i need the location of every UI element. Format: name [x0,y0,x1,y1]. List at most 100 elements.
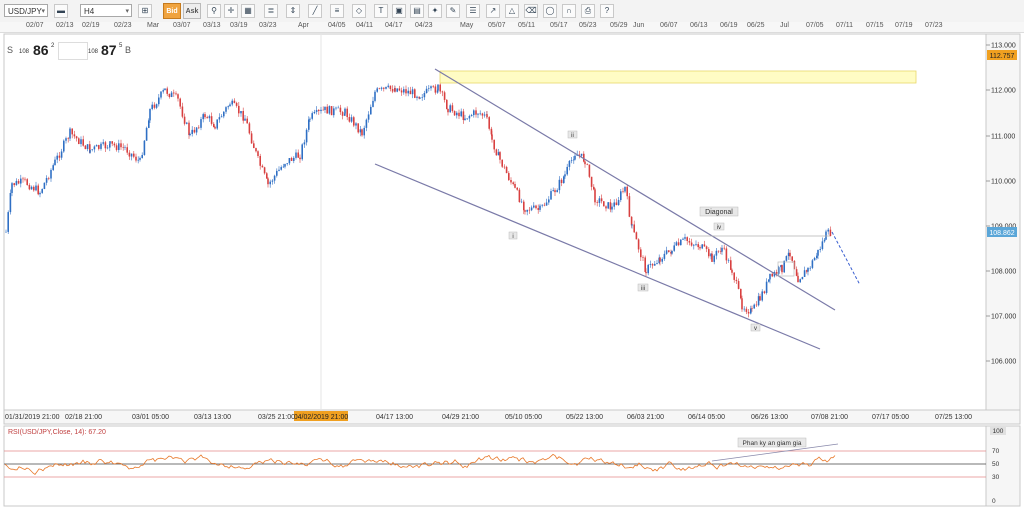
marker-box [777,261,795,277]
candle-body [223,111,225,117]
time-axis-labels: 01/31/2019 21:00 02/18 21:00 03/01 05:00 03… [5,414,972,421]
candle-body [22,178,24,180]
candle-body [100,143,102,149]
candle-body [747,311,750,314]
candle-body [86,144,89,150]
divergence-line[interactable] [711,443,839,462]
candle-body [164,88,166,91]
candle-body [743,308,745,310]
sell-big-figure[interactable]: 108 [19,49,30,55]
crosshair-icon[interactable]: ✛ [224,4,238,18]
camera-icon[interactable]: ▣ [392,4,406,18]
scale-icon[interactable]: ⇕ [286,4,300,18]
top-date-label: 02/07 [26,22,44,29]
candle-body [570,160,573,161]
candle-body [13,183,15,186]
resistance-zone[interactable] [439,70,917,84]
candle-body [725,248,728,261]
ellipse-icon[interactable]: ◯ [543,4,557,18]
candle-body [769,273,771,280]
buy-big-figure[interactable]: 108 [88,49,99,55]
candle-body [191,129,193,134]
alert-icon[interactable]: △ [505,4,519,18]
text-icon[interactable]: T [374,4,388,18]
symbol-select[interactable]: USD/JPY ▾ [4,4,48,17]
candle-body [451,105,454,112]
fib-icon[interactable]: ≡ [330,4,344,18]
candle-body [418,96,420,99]
candle-body [473,110,475,116]
candle-body [624,186,626,192]
draw-icon[interactable]: ✎ [446,4,460,18]
candle-body [688,241,691,243]
shape-icon[interactable]: ◇ [352,4,366,18]
candle-body [253,143,255,149]
grid-icon[interactable]: ▦ [241,4,255,18]
candle-body [179,98,181,107]
candle-body [613,202,615,207]
settings-icon[interactable]: ✦ [428,4,442,18]
arrow-icon[interactable]: ↗ [486,4,500,18]
bid-toggle[interactable]: Bid [163,3,181,19]
candle-body [437,84,439,91]
svg-text:iii: iii [641,286,645,292]
timeframe-value: H4 [84,7,95,16]
ask-toggle[interactable]: Ask [183,3,201,19]
candle-body [508,173,510,181]
candle-body [52,165,54,170]
chart-type-icon[interactable]: ▬ [54,4,68,18]
buy-pips[interactable]: 87 [101,42,117,58]
candle-body [421,97,423,98]
candle-body [214,127,216,129]
layers-icon[interactable]: ≣ [264,4,278,18]
indicator-icon[interactable]: ⊞ [138,4,152,18]
candle-body [721,247,723,252]
upper-channel-line[interactable] [434,68,836,311]
projection-line[interactable] [831,231,861,286]
candle-body [813,258,816,261]
time-axis-label: 05/22 13:00 [566,414,603,421]
top-date-label: 02/19 [82,22,100,29]
candle-body [91,149,93,150]
candle-body [468,116,471,119]
timeframe-select[interactable]: H4 ▾ [80,4,132,17]
candle-body [642,257,644,258]
sell-pips[interactable]: 86 [33,42,49,58]
help-icon[interactable]: ? [600,4,614,18]
candle-body [708,249,710,257]
print-icon[interactable]: ⎙ [581,4,595,18]
candle-body [229,104,231,107]
candle-body [745,308,748,312]
candle-body [564,174,566,177]
candle-body [611,206,613,210]
candle-body [668,250,670,252]
sell-label: S [7,45,14,55]
candle-body [541,204,543,206]
candle-body [82,139,84,146]
time-axis-panel [3,409,1021,425]
candle-body [411,89,414,95]
candle-body [677,242,680,246]
menu-icon[interactable]: ☰ [466,4,480,18]
candle-body [350,117,353,122]
candle-body [407,90,409,94]
candle-body [111,141,113,144]
svg-text:112.757: 112.757 [990,53,1015,60]
eraser-icon[interactable]: ⌫ [524,4,538,18]
top-date-label: May [460,22,474,29]
candle-body [493,139,495,150]
lower-channel-line[interactable] [374,163,821,350]
save-icon[interactable]: ▤ [410,4,424,18]
zoom-icon[interactable]: ⚲ [207,4,221,18]
candle-body [566,166,568,175]
line-tool-icon[interactable]: ╱ [308,4,322,18]
top-date-label: 02/23 [114,22,132,29]
candle-body [787,252,790,257]
candle-body [656,263,658,264]
candle-body [305,129,308,143]
magnet-icon[interactable]: ∩ [562,4,576,18]
candle-body [235,102,238,106]
top-date-label: Mar [147,22,160,29]
top-date-label: 04/05 [328,22,346,29]
